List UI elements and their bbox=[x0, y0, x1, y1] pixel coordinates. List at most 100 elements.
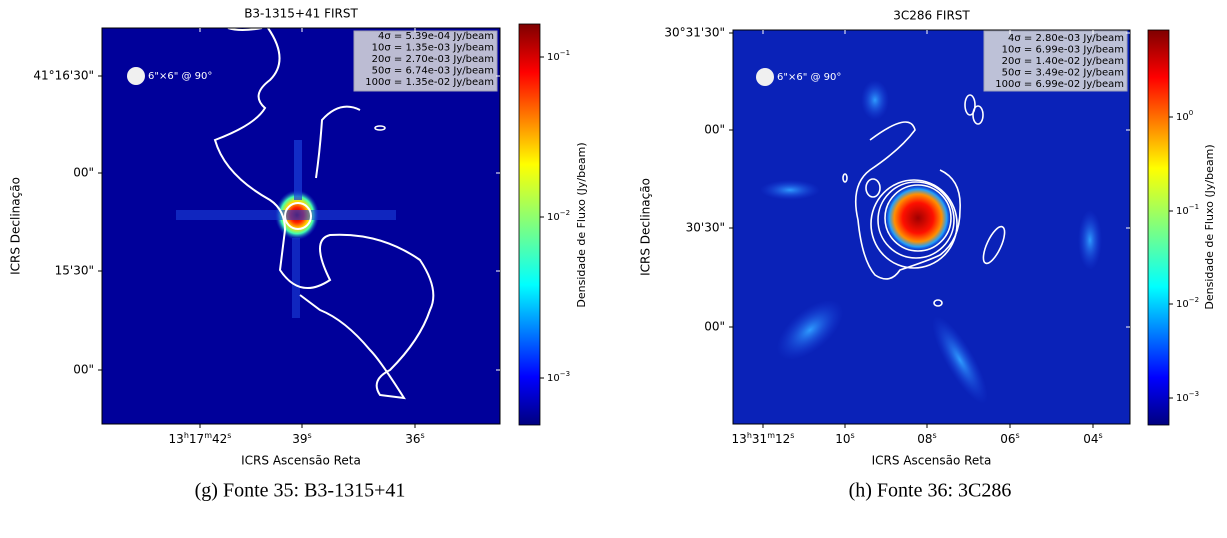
panel-title: B3-1315+41 FIRST bbox=[244, 7, 358, 21]
x-tick-label: 06s bbox=[1000, 431, 1019, 446]
beam-label: 6"×6" @ 90° bbox=[148, 71, 212, 82]
noise bbox=[294, 140, 302, 200]
colorbar-tick-part: −1 bbox=[560, 49, 570, 57]
noise bbox=[292, 238, 300, 318]
colorbar bbox=[1147, 29, 1170, 426]
x-tick-label: 13h31m12s bbox=[732, 431, 795, 446]
x-tick-part: s bbox=[227, 431, 231, 440]
legend-line: 10σ = 1.35e-03 Jy/beam bbox=[372, 43, 494, 54]
colorbar-tick-label: 100 bbox=[1176, 109, 1193, 123]
legend-line: 10σ = 6.99e-03 Jy/beam bbox=[1002, 45, 1124, 56]
source bbox=[884, 184, 952, 252]
y-tick-label: 00" bbox=[73, 166, 94, 180]
x-tick-part: s bbox=[421, 431, 425, 440]
colorbar-tick-part: 10 bbox=[1176, 299, 1189, 310]
x-tick-part: s bbox=[933, 431, 937, 440]
x-tick-label: 36s bbox=[405, 431, 424, 446]
colorbar-tick-label: 10−2 bbox=[547, 209, 570, 223]
x-tick-part: 31 bbox=[752, 432, 767, 446]
colorbar bbox=[518, 23, 541, 426]
colorbar-tick-part: 10 bbox=[1176, 112, 1189, 123]
legend-line: 50σ = 6.74e-03 Jy/beam bbox=[372, 66, 494, 77]
x-tick-part: s bbox=[790, 431, 794, 440]
contour bbox=[374, 125, 386, 131]
x-tick-part: s bbox=[1016, 431, 1020, 440]
legend-line: 100σ = 1.35e-02 Jy/beam bbox=[365, 77, 494, 88]
x-tick-part: 10 bbox=[835, 432, 850, 446]
x-tick-part: s bbox=[308, 431, 312, 440]
legend-line: 4σ = 2.80e-03 Jy/beam bbox=[1008, 33, 1124, 44]
y-tick-label: 41°16'30" bbox=[33, 69, 94, 83]
legend-box bbox=[983, 30, 1128, 92]
colorbar-tick-part: 10 bbox=[547, 52, 560, 63]
x-tick-part: 42 bbox=[212, 432, 227, 446]
beam-label: 6"×6" @ 90° bbox=[777, 72, 841, 83]
colorbar-label: Densidade de Fluxo (Jy/beam) bbox=[575, 142, 588, 307]
x-tick-part: 04 bbox=[1083, 432, 1098, 446]
legend-box bbox=[353, 30, 498, 92]
x-tick-part: 13 bbox=[732, 432, 747, 446]
y-tick-label: 00" bbox=[704, 320, 725, 334]
x-tick-label: 04s bbox=[1083, 431, 1102, 446]
x-tick-part: 12 bbox=[775, 432, 790, 446]
x-tick-label: 13h17m42s bbox=[169, 431, 232, 446]
colorbar-tick-part: −2 bbox=[1189, 296, 1199, 304]
panel-title: 3C286 FIRST bbox=[893, 9, 970, 23]
frame bbox=[101, 27, 501, 425]
noise bbox=[932, 316, 988, 404]
colorbar-tick-label: 10−1 bbox=[547, 49, 570, 63]
colorbar-tick-part: 10 bbox=[1176, 393, 1189, 404]
colorbar-tick-label: 10−1 bbox=[1176, 203, 1199, 217]
legend-line: 50σ = 3.49e-02 Jy/beam bbox=[1002, 68, 1124, 79]
contours bbox=[842, 94, 1006, 307]
colorbar-tick-part: −1 bbox=[1189, 203, 1199, 211]
noise bbox=[760, 180, 820, 200]
legend-line: 20σ = 2.70e-03 Jy/beam bbox=[372, 54, 494, 65]
colorbar-tick-part: −3 bbox=[560, 370, 570, 378]
y-tick-label: 00" bbox=[73, 363, 94, 377]
x-tick-part: 36 bbox=[405, 432, 420, 446]
y-tick-label: 15'30" bbox=[55, 264, 94, 278]
colorbar-tick-label: 10−3 bbox=[547, 370, 570, 384]
colorbar-tick-part: −2 bbox=[560, 209, 570, 217]
y-axis-label: ICRS Declinação bbox=[9, 177, 23, 275]
x-tick-part: 39 bbox=[292, 432, 307, 446]
legend-line: 100σ = 6.99e-02 Jy/beam bbox=[995, 79, 1124, 90]
caption: (g) Fonte 35: B3-1315+41 bbox=[195, 480, 406, 502]
y-tick-label: 00" bbox=[704, 123, 725, 137]
legend-line: 4σ = 5.39e-04 Jy/beam bbox=[378, 31, 494, 42]
x-tick-part: 08 bbox=[917, 432, 932, 446]
y-axis-label: ICRS Declinação bbox=[639, 178, 653, 276]
noise bbox=[1078, 210, 1102, 270]
frame bbox=[732, 29, 1131, 425]
x-tick-part: 06 bbox=[1000, 432, 1015, 446]
x-tick-label: 10s bbox=[835, 431, 854, 446]
contour bbox=[284, 202, 312, 230]
colorbar-tick-part: 0 bbox=[1189, 109, 1193, 117]
x-tick-part: m bbox=[767, 431, 775, 440]
x-tick-part: m bbox=[204, 431, 212, 440]
colorbar-label: Densidade de Fluxo (Jy/beam) bbox=[1203, 144, 1216, 309]
x-tick-label: 08s bbox=[917, 431, 936, 446]
y-tick-label: 30'30" bbox=[686, 221, 725, 235]
noise bbox=[861, 80, 889, 120]
beam bbox=[127, 67, 145, 85]
colorbar-tick-part: 10 bbox=[547, 373, 560, 384]
colorbar-tick-part: −3 bbox=[1189, 390, 1199, 398]
colorbar-tick-part: 10 bbox=[1176, 206, 1189, 217]
noise bbox=[776, 300, 844, 360]
x-tick-part: s bbox=[1099, 431, 1103, 440]
x-tick-part: 13 bbox=[169, 432, 184, 446]
colorbar-tick-part: 10 bbox=[547, 212, 560, 223]
colorbar-tick-label: 10−2 bbox=[1176, 296, 1199, 310]
x-tick-label: 39s bbox=[292, 431, 311, 446]
y-tick-label: 30°31'30" bbox=[664, 26, 725, 40]
legend-line: 20σ = 1.40e-02 Jy/beam bbox=[1002, 56, 1124, 67]
x-tick-part: 17 bbox=[189, 432, 204, 446]
contour bbox=[315, 105, 361, 179]
x-tick-part: h bbox=[184, 431, 189, 440]
x-tick-part: s bbox=[851, 431, 855, 440]
colorbar-tick-label: 10−3 bbox=[1176, 390, 1199, 404]
x-axis-label: ICRS Ascensão Reta bbox=[241, 454, 361, 468]
